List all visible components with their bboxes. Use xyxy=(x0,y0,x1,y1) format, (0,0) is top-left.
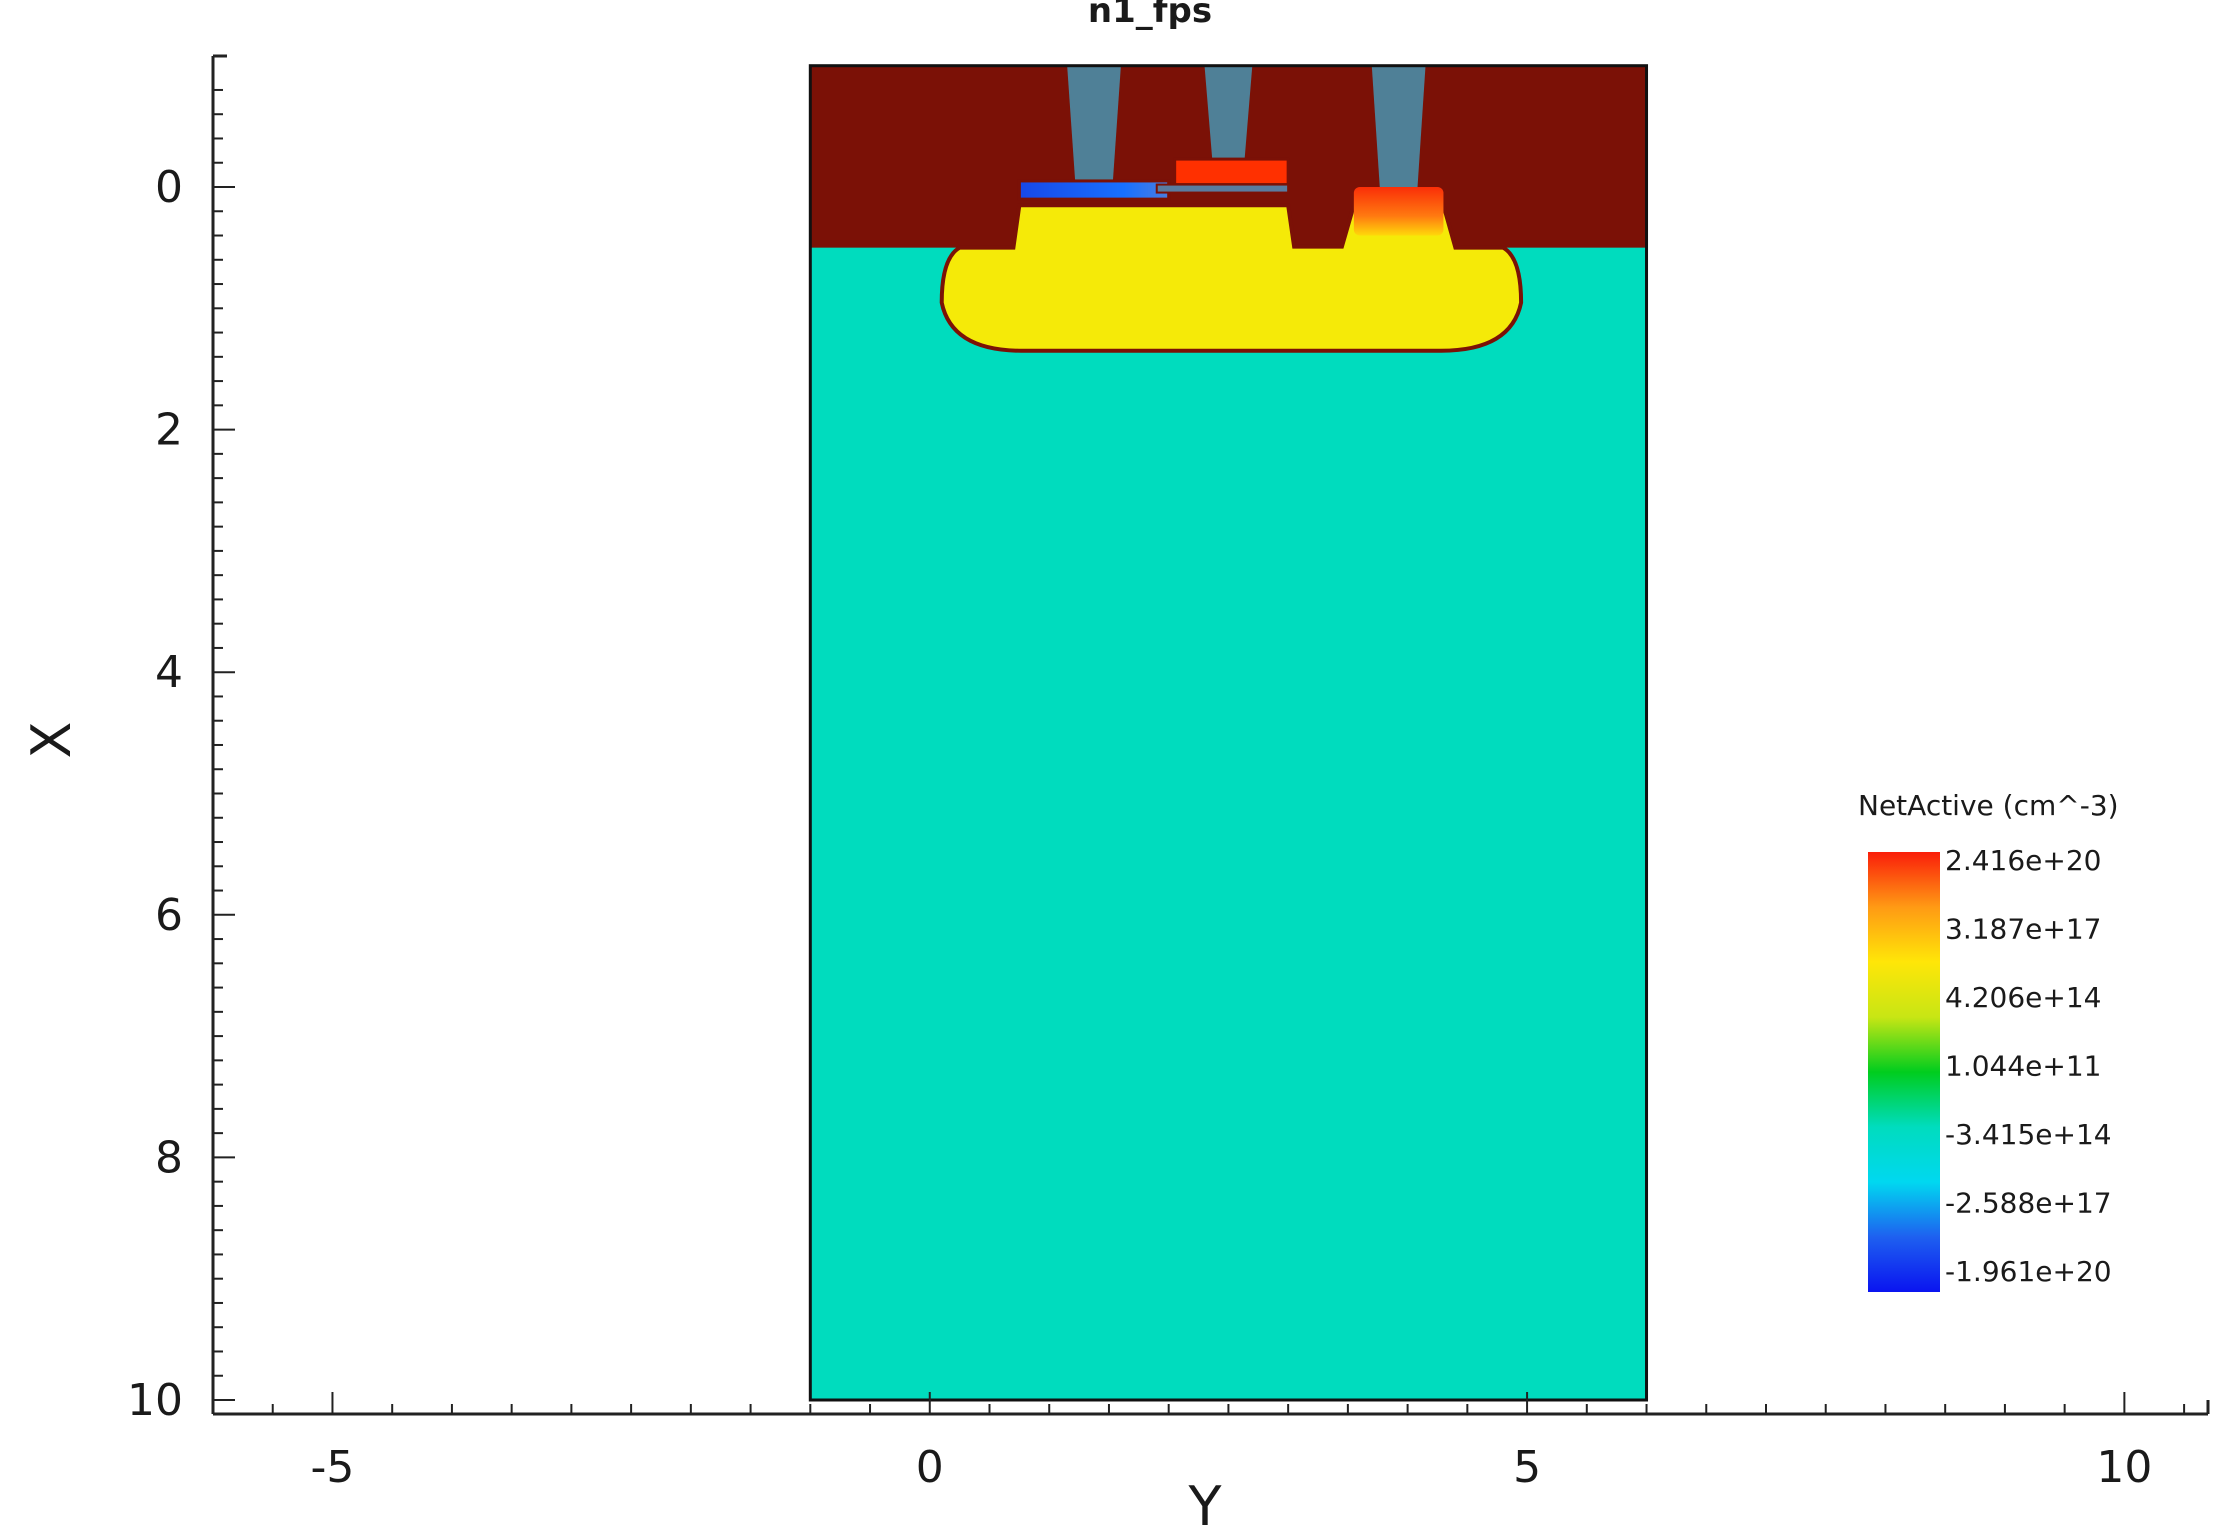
x-tick-label: 0 xyxy=(916,1442,944,1493)
n-plus-gate-region xyxy=(1173,157,1290,187)
legend-label: 1.044e+11 xyxy=(1945,1050,2101,1083)
p-well-region xyxy=(939,203,1524,353)
chart-title: n1_fps xyxy=(1088,0,1212,31)
contact-left-plug xyxy=(1067,65,1121,181)
legend-label: -1.961e+20 xyxy=(1945,1255,2112,1288)
contact-middle-plug xyxy=(1204,65,1253,163)
plot-area xyxy=(808,64,1649,1402)
y-tick-label: 6 xyxy=(155,890,183,941)
y-tick-label: 8 xyxy=(155,1132,183,1183)
y-tick-label: 0 xyxy=(155,162,183,213)
legend-label: 3.187e+17 xyxy=(1945,913,2101,946)
legend-label: 4.206e+14 xyxy=(1945,981,2101,1014)
y-axis-title: X xyxy=(20,722,83,759)
legend-label: -3.415e+14 xyxy=(1945,1118,2112,1151)
y-tick-label: 10 xyxy=(127,1375,183,1426)
legend-title: NetActive (cm^-3) xyxy=(1858,789,2119,822)
legend-label: -2.588e+17 xyxy=(1945,1187,2112,1220)
legend-labels: 2.416e+20 3.187e+17 4.206e+14 1.044e+11 -3.4… xyxy=(1945,844,2112,1288)
contact-right-plug xyxy=(1371,65,1426,187)
y-tick-label: 4 xyxy=(155,647,183,698)
p-plus-body-region xyxy=(1017,179,1171,201)
x-tick-label: -5 xyxy=(311,1442,355,1493)
legend: NetActive (cm^-3) 2.416e+20 3.187e+17 4.20… xyxy=(1858,789,2119,1292)
axes: -5 0 5 10 0 2 4 6 8 10 xyxy=(127,54,2210,1493)
y-tick-label: 2 xyxy=(155,405,183,456)
n-plus-source-region xyxy=(1353,187,1444,236)
legend-label: 2.416e+20 xyxy=(1945,844,2101,877)
x-axis-title: Y xyxy=(1188,1475,1223,1529)
device-outline xyxy=(808,64,1649,1402)
x-tick-label: 10 xyxy=(2096,1442,2152,1493)
gate-oxide-strip xyxy=(1155,183,1290,194)
x-tick-label: 5 xyxy=(1513,1442,1541,1493)
legend-colorbar xyxy=(1868,852,1940,1292)
